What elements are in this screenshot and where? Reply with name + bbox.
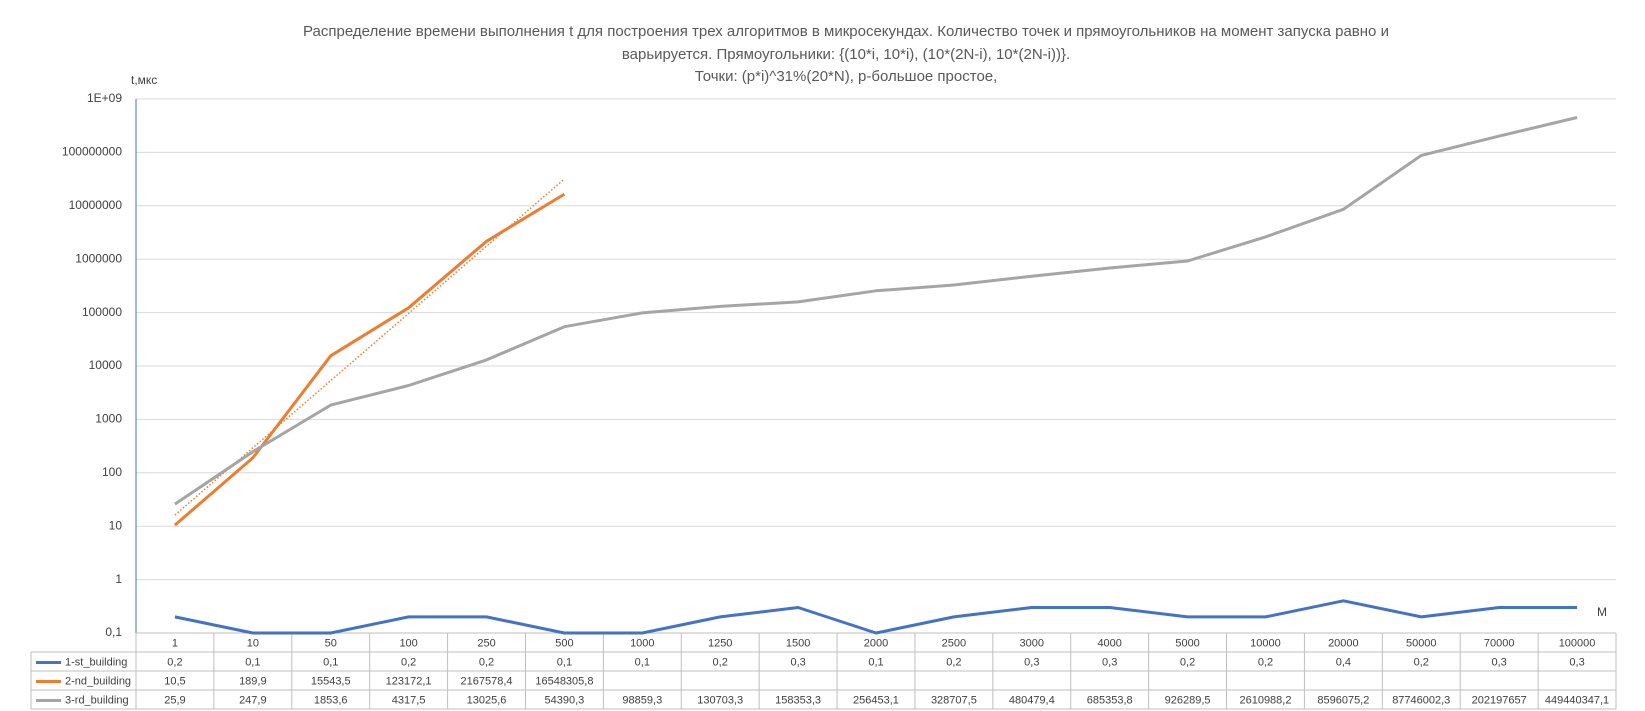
table-value: 158353,3: [775, 694, 821, 706]
table-value: 0,3: [1024, 656, 1039, 668]
table-value: 0,3: [1102, 656, 1117, 668]
x-tick-label: 500: [555, 637, 573, 649]
x-tick-label: 50: [325, 637, 337, 649]
x-tick-label: 100: [399, 637, 417, 649]
y-tick-label: 1000: [95, 412, 122, 426]
y-tick-label: 100000000: [62, 145, 122, 159]
series-line: [174, 599, 1578, 635]
table-value: 130703,3: [697, 694, 743, 706]
table-value: 8596075,2: [1317, 694, 1369, 706]
table-value: 926289,5: [1165, 694, 1211, 706]
x-tick-label: 2000: [864, 637, 888, 649]
table-value: 0,2: [1180, 656, 1195, 668]
table-value: 480479,4: [1009, 694, 1055, 706]
table-value: 0,2: [1414, 656, 1429, 668]
y-tick-label: 10000: [89, 358, 123, 372]
table-value: 2167578,4: [461, 675, 513, 687]
y-tick-label: 0,1: [105, 625, 122, 639]
x-tick-label: 3000: [1020, 637, 1044, 649]
table-value: 0,2: [713, 656, 728, 668]
legend-label: 1-st_building: [65, 656, 127, 668]
x-tick-label: 1: [172, 637, 178, 649]
series-line: [173, 192, 566, 527]
y-tick-label: 1E+09: [87, 91, 122, 105]
x-tick-label: 4000: [1097, 637, 1121, 649]
table-value: 0,1: [557, 656, 572, 668]
table-value: 2610988,2: [1239, 694, 1291, 706]
table-value: 54390,3: [545, 694, 585, 706]
x-tick-label: 2500: [942, 637, 966, 649]
chart-title: Распределение времени выполнения t для п…: [303, 23, 1389, 40]
table-value: 16548305,8: [535, 675, 593, 687]
x-tick-label: 10000: [1250, 637, 1281, 649]
table-value: 328707,5: [931, 694, 977, 706]
chart-title: Точки: (p*i)^31%(20*N), p-большое просто…: [695, 68, 998, 85]
table-value: 10,5: [164, 675, 185, 687]
table-value: 13025,6: [467, 694, 507, 706]
y-tick-label: 1: [115, 572, 122, 586]
table-value: 0,3: [1569, 656, 1584, 668]
x-tick-label: 1250: [708, 637, 732, 649]
table-value: 15543,5: [311, 675, 351, 687]
y-tick-label: 1000000: [75, 251, 122, 265]
table-value: 202197657: [1472, 694, 1527, 706]
table-value: 0,3: [1492, 656, 1507, 668]
table-value: 87746002,3: [1392, 694, 1450, 706]
table-value: 0,2: [946, 656, 961, 668]
table-value: 0,4: [1336, 656, 1351, 668]
table-value: 0,2: [1258, 656, 1273, 668]
series-line: [174, 116, 1578, 506]
table-value: 0,1: [868, 656, 883, 668]
y-tick-label: 10: [109, 518, 123, 532]
table-value: 123172,1: [386, 675, 432, 687]
table-value: 189,9: [239, 675, 267, 687]
table-value: 0,2: [167, 656, 182, 668]
table-value: 247,9: [239, 694, 267, 706]
x-tick-label: 20000: [1328, 637, 1359, 649]
table-value: 25,9: [164, 694, 185, 706]
table-value: 0,3: [790, 656, 805, 668]
x-tick-label: 1500: [786, 637, 810, 649]
table-value: 0,1: [323, 656, 338, 668]
table-value: 685353,8: [1087, 694, 1133, 706]
x-tick-label: 1000: [630, 637, 654, 649]
x-tick-label: 5000: [1175, 637, 1199, 649]
y-tick-label: 100: [102, 465, 122, 479]
table-value: 449440347,1: [1545, 694, 1609, 706]
table-value: 0,2: [479, 656, 494, 668]
y-tick-label: 100000: [82, 305, 122, 319]
y-tick-label: 10000000: [69, 198, 123, 212]
table-value: 0,1: [635, 656, 650, 668]
table-value: 1853,6: [314, 694, 348, 706]
x-tick-label: 100000: [1559, 637, 1596, 649]
x-tick-label: 10: [247, 637, 259, 649]
chart-title: варьируется. Прямоугольники: {(10*i, 10*…: [622, 46, 1070, 63]
y-axis-label: t,мкс: [131, 73, 157, 87]
table-value: 0,2: [401, 656, 416, 668]
table-value: 4317,5: [392, 694, 426, 706]
legend-label: 2-nd_building: [65, 675, 131, 687]
x-axis-label: M: [1597, 605, 1607, 619]
table-value: 0,1: [245, 656, 260, 668]
table-value: 98859,3: [622, 694, 662, 706]
legend-label: 3-rd_building: [65, 694, 129, 706]
x-tick-label: 50000: [1406, 637, 1437, 649]
table-value: 256453,1: [853, 694, 899, 706]
x-tick-label: 70000: [1484, 637, 1515, 649]
x-tick-label: 250: [477, 637, 495, 649]
